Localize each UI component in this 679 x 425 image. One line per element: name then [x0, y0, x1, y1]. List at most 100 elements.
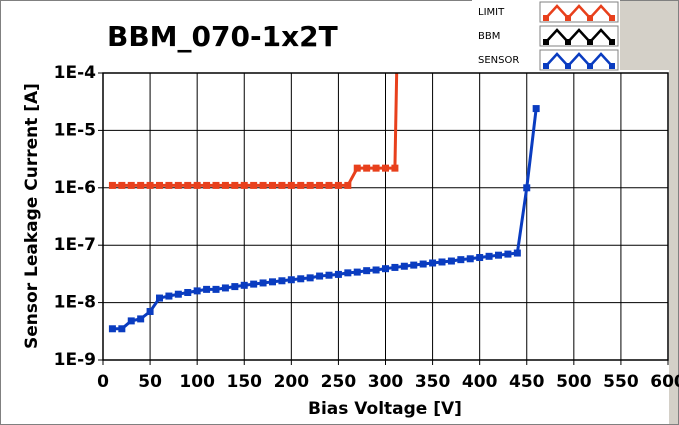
legend-swatch-line [545, 52, 613, 68]
data-point [429, 259, 437, 267]
x-tick-label: 350 [415, 372, 451, 392]
data-point [221, 284, 229, 292]
data-point [250, 181, 258, 189]
data-point [240, 181, 248, 189]
data-point [118, 325, 126, 333]
data-point [165, 292, 173, 300]
data-point [325, 271, 333, 279]
y-tick-label: 1E-7 [54, 235, 96, 255]
data-point [203, 181, 211, 189]
legend-swatch-marker [587, 15, 593, 21]
x-axis-title: Bias Voltage [V] [308, 399, 462, 419]
legend-swatch-line [545, 4, 613, 20]
data-point [174, 290, 182, 298]
data-point [118, 181, 126, 189]
data-point [259, 279, 267, 287]
data-point [231, 181, 239, 189]
y-tick-label: 1E-8 [54, 293, 96, 313]
data-point [127, 317, 135, 325]
x-tick-label: 250 [321, 372, 357, 392]
legend-swatch-marker [543, 63, 549, 69]
data-point [532, 105, 540, 113]
data-point [278, 277, 286, 285]
series-line [112, 108, 538, 331]
data-point [476, 254, 484, 262]
data-point [372, 164, 380, 172]
data-point [363, 164, 371, 172]
data-point [156, 294, 163, 302]
panel-area [620, 0, 679, 70]
data-point [325, 181, 333, 189]
data-point [523, 184, 531, 192]
x-tick-label: 50 [138, 372, 162, 392]
data-point [400, 262, 408, 270]
data-point [287, 181, 295, 189]
data-point [447, 257, 455, 265]
legend-swatch-marker [543, 39, 549, 45]
data-point [334, 181, 342, 189]
data-point [278, 181, 286, 189]
data-point [306, 274, 314, 282]
data-point [184, 181, 192, 189]
legend: LIMIT BBM SENSOR [472, 0, 620, 71]
data-point [250, 280, 258, 288]
data-point [269, 181, 276, 189]
x-tick-label: 550 [603, 372, 639, 392]
data-point [316, 272, 324, 280]
data-point [466, 255, 474, 263]
x-tick-label: 200 [274, 372, 310, 392]
x-tick-label: 500 [556, 372, 592, 392]
data-point [184, 288, 192, 296]
legend-swatch-marker [565, 39, 571, 45]
data-point [363, 267, 371, 275]
panel-edge [669, 70, 679, 425]
data-point [306, 181, 314, 189]
data-point [156, 181, 163, 189]
x-tick-label: 150 [227, 372, 263, 392]
legend-label: BBM [478, 31, 500, 42]
data-point [382, 164, 389, 172]
data-point [108, 325, 116, 333]
data-point [344, 269, 352, 277]
data-point [485, 252, 493, 260]
legend-swatch-marker [543, 15, 549, 21]
data-point [410, 261, 418, 269]
data-point [146, 307, 154, 315]
data-point [287, 276, 295, 284]
data-point [165, 181, 173, 189]
y-tick-label: 1E-4 [54, 63, 96, 83]
legend-label: SENSOR [478, 55, 519, 66]
data-point [391, 164, 399, 172]
data-point [297, 275, 305, 283]
data-point [353, 268, 361, 276]
x-tick-label: 600 [650, 372, 679, 392]
y-tick-label: 1E-5 [54, 120, 96, 140]
data-point [193, 287, 201, 295]
x-tick-label: 100 [179, 372, 215, 392]
ticks: 0 50 100 150 200 250 300 350 400 450 500 550 600 1E-9… [54, 63, 679, 392]
data-point [353, 164, 361, 172]
plot-area [108, 73, 540, 333]
data-point [438, 258, 446, 266]
data-point [212, 285, 220, 293]
x-tick-label: 450 [509, 372, 545, 392]
data-point [108, 181, 116, 189]
data-point [391, 263, 399, 271]
data-point [127, 181, 135, 189]
data-point [240, 281, 248, 289]
data-point [513, 249, 521, 257]
y-tick-label: 1E-6 [54, 178, 96, 198]
data-point [316, 181, 324, 189]
chart-title: BBM_070-1x2T [107, 20, 338, 53]
data-point [221, 181, 229, 189]
data-point [419, 260, 427, 268]
data-point [231, 283, 239, 291]
data-point [259, 181, 267, 189]
data-point [174, 181, 182, 189]
legend-swatch-marker [565, 15, 571, 21]
legend-swatch-marker [609, 63, 615, 69]
x-tick-label: 0 [97, 372, 109, 392]
data-point [137, 181, 145, 189]
data-point [269, 278, 276, 286]
